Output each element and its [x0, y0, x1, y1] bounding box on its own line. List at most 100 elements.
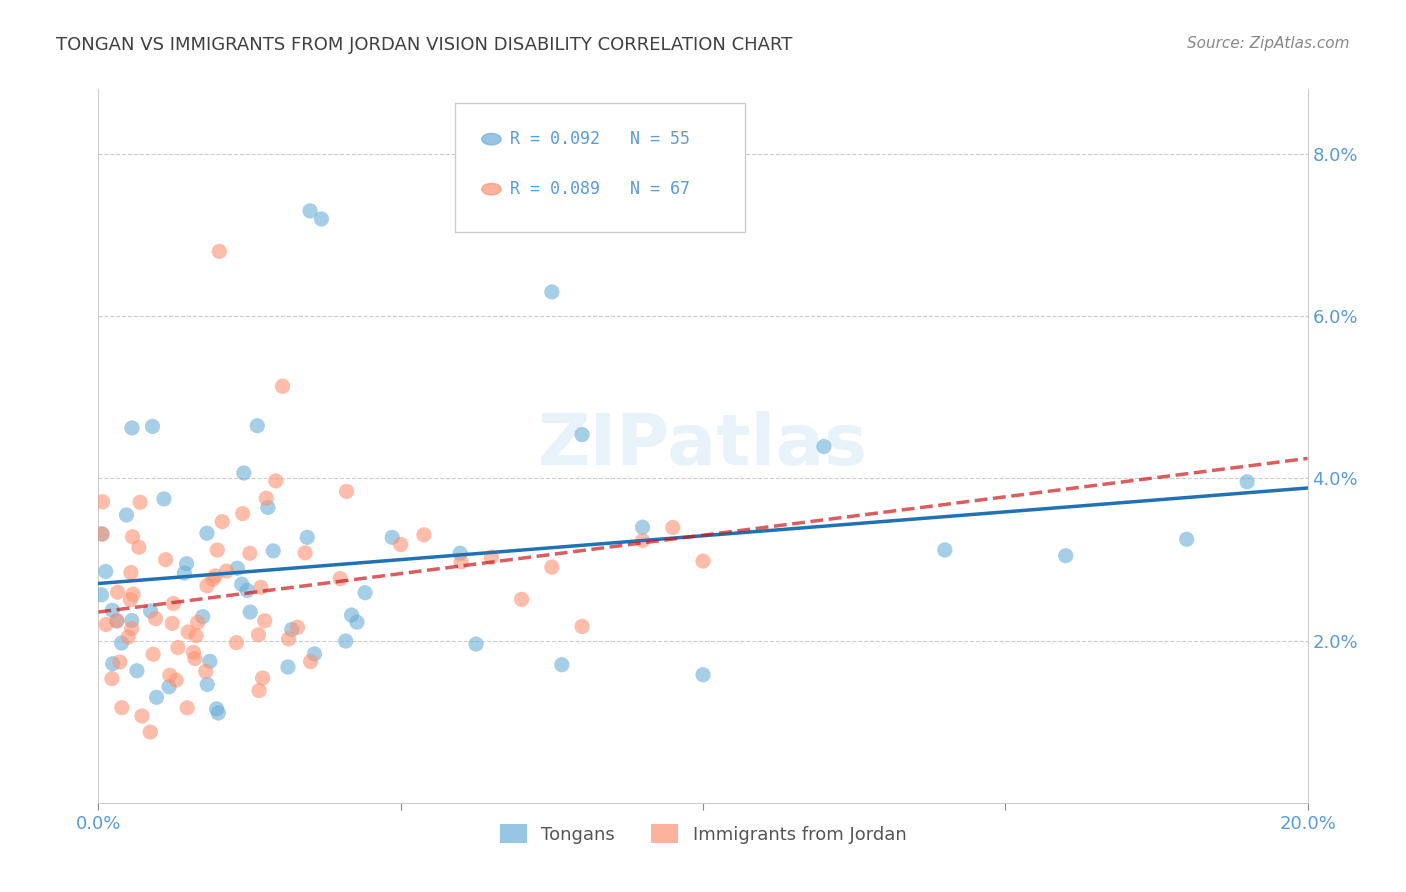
Immigrants from Jordan — [232, 507, 254, 521]
Tongans — [236, 583, 259, 598]
Tongans — [346, 615, 368, 629]
Tongans — [139, 604, 162, 618]
Immigrants from Jordan — [253, 614, 276, 628]
Tongans — [381, 530, 404, 544]
Tongans — [239, 605, 262, 619]
Immigrants from Jordan — [450, 555, 472, 569]
Immigrants from Jordan — [176, 701, 198, 715]
Immigrants from Jordan — [131, 709, 153, 723]
Immigrants from Jordan — [111, 700, 134, 714]
Tongans — [141, 419, 163, 434]
Immigrants from Jordan — [215, 564, 238, 578]
Tongans — [934, 543, 956, 558]
Immigrants from Jordan — [165, 673, 187, 687]
Immigrants from Jordan — [254, 491, 277, 506]
Tongans — [207, 706, 229, 720]
Immigrants from Jordan — [101, 672, 124, 686]
Tongans — [157, 680, 180, 694]
Immigrants from Jordan — [661, 520, 683, 534]
Tongans — [125, 664, 148, 678]
Immigrants from Jordan — [201, 572, 224, 586]
Immigrants from Jordan — [155, 552, 177, 566]
Immigrants from Jordan — [510, 592, 533, 607]
Tongans — [335, 634, 357, 648]
Text: R = 0.089   N = 67: R = 0.089 N = 67 — [509, 180, 689, 198]
Text: TONGAN VS IMMIGRANTS FROM JORDAN VISION DISABILITY CORRELATION CHART: TONGAN VS IMMIGRANTS FROM JORDAN VISION … — [56, 36, 793, 54]
Tongans — [297, 530, 319, 544]
Tongans — [1054, 549, 1077, 563]
Tongans — [277, 660, 299, 674]
Tongans — [90, 526, 112, 541]
Tongans — [153, 491, 176, 506]
Tongans — [571, 427, 593, 442]
Immigrants from Jordan — [167, 640, 190, 655]
Tongans — [692, 667, 714, 681]
Immigrants from Jordan — [120, 566, 142, 580]
Tongans — [1236, 475, 1258, 489]
Text: R = 0.092   N = 55: R = 0.092 N = 55 — [509, 130, 689, 148]
Tongans — [110, 636, 132, 650]
Immigrants from Jordan — [250, 580, 273, 594]
Immigrants from Jordan — [264, 474, 287, 488]
Tongans — [262, 544, 284, 558]
Tongans — [281, 623, 304, 637]
Tongans — [813, 440, 835, 454]
Immigrants from Jordan — [159, 668, 181, 682]
Tongans — [191, 609, 214, 624]
Tongans — [340, 608, 363, 623]
Immigrants from Jordan — [481, 550, 503, 565]
Immigrants from Jordan — [108, 655, 131, 669]
Immigrants from Jordan — [225, 635, 247, 649]
Circle shape — [482, 134, 501, 145]
Circle shape — [482, 184, 501, 194]
Immigrants from Jordan — [139, 725, 162, 739]
Immigrants from Jordan — [299, 655, 322, 669]
Text: Source: ZipAtlas.com: Source: ZipAtlas.com — [1187, 36, 1350, 51]
Immigrants from Jordan — [129, 495, 152, 509]
Immigrants from Jordan — [187, 615, 209, 630]
Immigrants from Jordan — [128, 541, 150, 555]
Tongans — [551, 657, 574, 672]
Tongans — [115, 508, 138, 522]
Tongans — [449, 546, 471, 560]
Tongans — [195, 677, 218, 691]
Immigrants from Jordan — [271, 379, 294, 393]
Immigrants from Jordan — [287, 620, 309, 634]
Immigrants from Jordan — [239, 546, 262, 560]
Immigrants from Jordan — [184, 651, 207, 665]
Immigrants from Jordan — [160, 616, 183, 631]
Tongans — [465, 637, 488, 651]
Immigrants from Jordan — [329, 572, 352, 586]
Immigrants from Jordan — [204, 569, 226, 583]
Tongans — [304, 647, 326, 661]
Tongans — [631, 520, 654, 534]
Immigrants from Jordan — [121, 530, 143, 544]
Immigrants from Jordan — [91, 527, 114, 541]
Immigrants from Jordan — [631, 533, 654, 548]
Tongans — [145, 690, 167, 705]
Immigrants from Jordan — [122, 587, 145, 601]
Immigrants from Jordan — [413, 528, 436, 542]
Tongans — [90, 588, 112, 602]
Tongans — [232, 466, 254, 480]
Immigrants from Jordan — [571, 619, 593, 633]
Tongans — [205, 702, 228, 716]
Immigrants from Jordan — [121, 622, 143, 636]
Tongans — [354, 585, 377, 599]
Immigrants from Jordan — [247, 683, 270, 698]
FancyBboxPatch shape — [456, 103, 745, 232]
Immigrants from Jordan — [105, 614, 128, 628]
Immigrants from Jordan — [107, 585, 129, 599]
Immigrants from Jordan — [294, 546, 316, 560]
Immigrants from Jordan — [91, 495, 114, 509]
Legend: Tongans, Immigrants from Jordan: Tongans, Immigrants from Jordan — [492, 817, 914, 851]
Immigrants from Jordan — [389, 537, 412, 551]
Tongans — [540, 285, 562, 299]
Tongans — [246, 418, 269, 433]
Immigrants from Jordan — [94, 617, 117, 632]
Tongans — [1175, 533, 1198, 547]
Text: ZIPatlas: ZIPatlas — [538, 411, 868, 481]
Immigrants from Jordan — [162, 597, 184, 611]
Tongans — [121, 614, 143, 628]
Immigrants from Jordan — [252, 671, 274, 685]
